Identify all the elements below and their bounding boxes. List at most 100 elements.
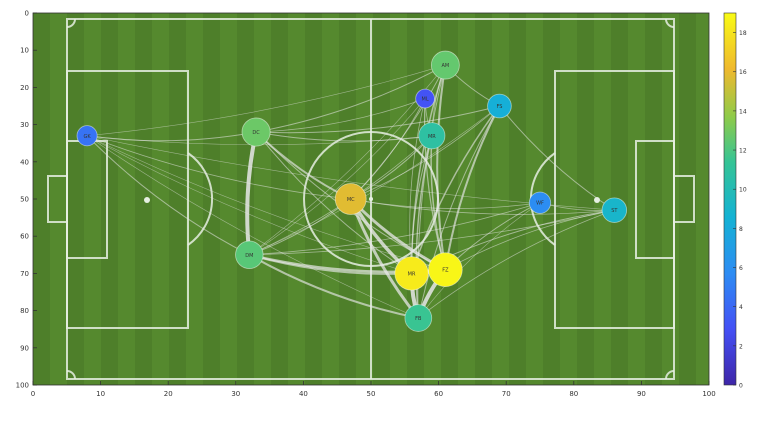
player-node bbox=[235, 240, 264, 270]
x-tick-label: 30 bbox=[231, 390, 240, 398]
pass-edge bbox=[256, 98, 426, 133]
x-tick-label: 20 bbox=[164, 390, 173, 398]
colorbar-tick-label: 18 bbox=[739, 30, 747, 37]
player-node bbox=[334, 183, 367, 215]
x-tick-label: 100 bbox=[702, 390, 715, 398]
pass-edge bbox=[410, 105, 501, 274]
player-label: DC bbox=[252, 130, 260, 136]
y-axis-ticks: 0 10 20 30 40 50 60 70 80 90 100 bbox=[16, 10, 37, 390]
corner-arc-tl bbox=[66, 18, 76, 28]
pass-edge bbox=[86, 135, 351, 200]
pitch-markings bbox=[47, 18, 695, 380]
player-node bbox=[404, 304, 433, 332]
y-tick-label: 60 bbox=[20, 233, 29, 241]
player-node bbox=[487, 93, 512, 119]
left-penalty-spot bbox=[144, 197, 150, 203]
x-axis-ticks: 0 10 20 30 40 50 60 70 80 90 100 bbox=[31, 381, 716, 398]
player-node bbox=[528, 191, 552, 214]
x-tick-label: 10 bbox=[96, 390, 105, 398]
y-tick-label: 0 bbox=[25, 10, 29, 18]
colorbar-tick-label: 4 bbox=[739, 304, 743, 311]
y-tick-label: 20 bbox=[20, 84, 29, 92]
player-label: AM bbox=[441, 63, 449, 69]
pass-edge bbox=[255, 131, 412, 274]
pass-edge bbox=[249, 253, 412, 275]
y-tick-label: 40 bbox=[20, 158, 29, 166]
x-tick-label: 60 bbox=[434, 390, 443, 398]
right-goal bbox=[673, 175, 695, 223]
left-goal bbox=[47, 175, 68, 223]
colorbar-tick-label: 14 bbox=[739, 108, 747, 115]
pass-edge bbox=[424, 98, 446, 270]
pass-edge bbox=[418, 202, 541, 319]
player-node bbox=[415, 88, 435, 109]
colorbar bbox=[723, 12, 737, 386]
pass-edge bbox=[87, 131, 257, 142]
pass-edge bbox=[249, 105, 500, 256]
pass-edge bbox=[249, 98, 426, 256]
pass-edge bbox=[256, 105, 500, 134]
player-label: FS bbox=[496, 104, 502, 110]
pass-edge bbox=[436, 64, 447, 270]
pass-edge bbox=[445, 209, 615, 271]
pass-edge bbox=[86, 135, 446, 270]
pass-edge bbox=[444, 105, 501, 270]
pass-edge bbox=[255, 64, 446, 133]
colorbar-tick-label: 2 bbox=[739, 343, 743, 350]
player-node bbox=[394, 256, 429, 291]
pass-edge bbox=[418, 209, 615, 319]
player-label: DM bbox=[245, 253, 253, 259]
center-spot bbox=[369, 197, 373, 201]
player-node bbox=[601, 197, 628, 223]
y-tick-label: 30 bbox=[20, 121, 29, 129]
player-node bbox=[430, 50, 460, 80]
y-tick-label: 10 bbox=[20, 47, 29, 55]
x-tick-label: 50 bbox=[367, 390, 376, 398]
pass-edge bbox=[255, 131, 432, 142]
x-tick-label: 80 bbox=[569, 390, 578, 398]
pass-edge bbox=[249, 209, 615, 256]
corner-arc-tr bbox=[665, 18, 675, 28]
x-tick-label: 40 bbox=[299, 390, 308, 398]
player-label: GK bbox=[84, 134, 92, 140]
player-label: ST bbox=[611, 208, 618, 214]
corner-arc-bl bbox=[66, 370, 76, 380]
colorbar-tick-label: 6 bbox=[739, 265, 743, 272]
y-tick-label: 50 bbox=[20, 196, 29, 204]
pass-edge bbox=[499, 105, 615, 211]
colorbar-tick-label: 8 bbox=[739, 226, 743, 233]
player-node bbox=[76, 125, 98, 147]
player-node bbox=[428, 252, 463, 287]
y-tick-label: 80 bbox=[20, 307, 29, 315]
player-label: WF bbox=[536, 201, 544, 207]
y-tick-label: 90 bbox=[20, 344, 29, 352]
player-label: MR bbox=[408, 271, 416, 277]
corner-arc-br bbox=[665, 370, 675, 380]
pass-edge bbox=[86, 135, 412, 274]
colorbar-tick-label: 10 bbox=[739, 187, 747, 194]
colorbar-tick-label: 12 bbox=[739, 148, 747, 155]
pass-edge bbox=[249, 202, 541, 256]
pass-edge bbox=[86, 135, 419, 319]
pass-edge bbox=[409, 98, 426, 274]
colorbar-ticks: 0 2 4 6 8 10 12 14 16 18 bbox=[733, 30, 747, 390]
pass-edge bbox=[248, 253, 419, 320]
pass-edge bbox=[350, 198, 615, 215]
player-label: ML bbox=[422, 97, 429, 103]
pass-edge bbox=[350, 105, 500, 200]
x-tick-label: 0 bbox=[31, 390, 35, 398]
player-label: MR bbox=[428, 134, 436, 140]
pass-edge bbox=[87, 64, 446, 137]
pass-edge bbox=[86, 135, 250, 256]
x-tick-label: 70 bbox=[502, 390, 511, 398]
player-nodes: GK DC DM MC AM ML FS MR WF ST MR FZ FB bbox=[76, 50, 628, 332]
player-node bbox=[241, 117, 271, 147]
left-penalty-arc bbox=[187, 152, 214, 246]
player-label: FZ bbox=[442, 268, 449, 274]
right-penalty-spot bbox=[594, 197, 600, 203]
colorbar-tick-label: 0 bbox=[739, 383, 743, 390]
player-label: FB bbox=[415, 316, 422, 322]
player-label: MC bbox=[347, 197, 355, 203]
